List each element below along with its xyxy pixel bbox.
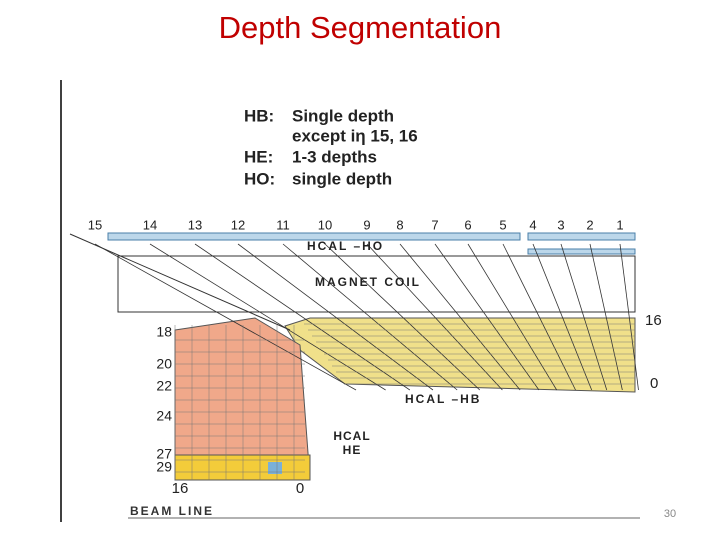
legend-key: HE: (244, 147, 273, 166)
beam-line-label: BEAM LINE (130, 504, 214, 518)
eta-line (532, 243, 593, 391)
he-tower: 27 (156, 446, 172, 462)
tower-number: 8 (396, 217, 403, 232)
he-tower: 29 (156, 459, 172, 475)
legend-text: except iη 15, 16 (292, 126, 418, 145)
legend-text: single depth (292, 169, 392, 188)
tower-number: 11 (276, 217, 290, 232)
eta-line (94, 243, 357, 391)
ho-label: HCAL –HO (307, 239, 384, 253)
tower-number: 7 (431, 217, 438, 232)
tower-number: 12 (231, 217, 245, 232)
he-tower: 24 (156, 408, 172, 424)
he-label: HE (343, 443, 362, 457)
hb-depth: 16 (645, 312, 662, 329)
he-depth: 16 (172, 480, 189, 497)
page-number: 30 (664, 508, 676, 520)
ho-tiles (527, 232, 636, 241)
tower-number: 10 (318, 217, 332, 232)
tower-number: 1 (616, 217, 623, 232)
legend-key: HO: (244, 169, 275, 188)
legend-key: HB: (244, 106, 274, 125)
legend-text: 1-3 depths (292, 147, 377, 166)
legend-text: Single depth (292, 106, 394, 125)
ho-tiles (527, 248, 636, 255)
hb-depth: 0 (650, 375, 658, 392)
he-cell (268, 462, 282, 474)
tower-number: 6 (464, 217, 471, 232)
hb-region (284, 317, 636, 393)
tower-number: 9 (363, 217, 370, 232)
he-depth-strip (174, 454, 311, 481)
hb-label: HCAL –HB (405, 392, 481, 406)
tower-number: 3 (557, 217, 564, 232)
eta-line (69, 233, 291, 331)
eta-line (149, 243, 386, 391)
eta-line (237, 243, 434, 391)
tower-number: 5 (499, 217, 506, 232)
eta-line (434, 243, 540, 391)
tower-number: 2 (586, 217, 593, 232)
tower-number: 14 (143, 217, 157, 232)
eta-line (324, 243, 481, 391)
eta-line (467, 243, 558, 391)
ho-tiles (107, 232, 521, 241)
tower-number: 15 (88, 217, 102, 232)
he-tower: 18 (156, 324, 172, 340)
eta-line (619, 243, 639, 391)
tower-number: 4 (529, 217, 536, 232)
coil-label: MAGNET COIL (315, 275, 421, 289)
eta-line (282, 243, 458, 391)
eta-line (194, 243, 411, 391)
he-tower: 20 (156, 356, 172, 372)
eta-line (589, 243, 623, 391)
slide-title: Depth Segmentation (219, 10, 502, 45)
he-label: HCAL (333, 429, 370, 443)
eta-line (399, 243, 521, 391)
eta-line (560, 243, 608, 391)
he-tower: 22 (156, 378, 172, 394)
he-depth: 0 (296, 480, 304, 497)
tower-number: 13 (188, 217, 202, 232)
eta-line (366, 243, 503, 391)
eta-line (502, 243, 576, 391)
